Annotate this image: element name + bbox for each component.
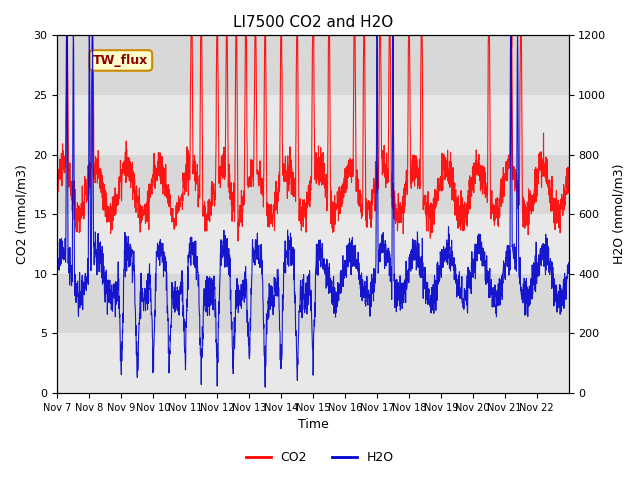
Bar xyxy=(58,36,568,95)
Y-axis label: CO2 (mmol/m3): CO2 (mmol/m3) xyxy=(15,164,28,264)
Title: LI7500 CO2 and H2O: LI7500 CO2 and H2O xyxy=(233,15,393,30)
Bar xyxy=(58,95,568,155)
Bar xyxy=(58,334,568,393)
Legend: CO2, H2O: CO2, H2O xyxy=(241,446,399,469)
Y-axis label: H2O (mmol/m3): H2O (mmol/m3) xyxy=(612,164,625,264)
Bar xyxy=(58,214,568,274)
Text: TW_flux: TW_flux xyxy=(93,54,148,67)
Bar xyxy=(58,155,568,214)
X-axis label: Time: Time xyxy=(298,419,328,432)
Bar xyxy=(58,274,568,334)
